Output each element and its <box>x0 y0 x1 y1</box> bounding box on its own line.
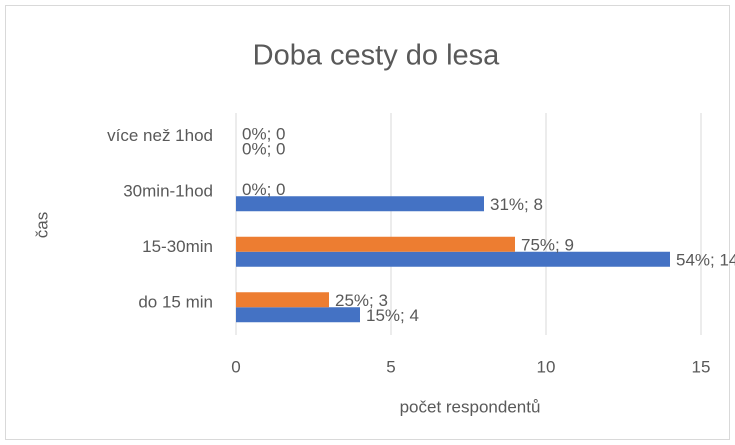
x-tick-label: 0 <box>231 357 240 376</box>
y-tick-label: do 15 min <box>138 293 213 312</box>
data-label: 15%; 4 <box>366 306 419 325</box>
data-label: 0%; 0 <box>242 180 285 199</box>
chart-border <box>5 5 730 440</box>
x-tick-label: 5 <box>386 357 395 376</box>
data-label: 0%; 0 <box>242 140 285 159</box>
data-label: 31%; 8 <box>490 195 543 214</box>
bar <box>236 292 329 308</box>
data-label: 0%; 0 <box>242 125 285 144</box>
bar <box>236 236 515 252</box>
x-tick-label: 15 <box>692 357 711 376</box>
x-tick-label: 10 <box>537 357 556 376</box>
y-tick-label: více než 1hod <box>107 126 213 145</box>
data-label: 54%; 14 <box>676 251 735 270</box>
chart-title: Doba cesty do lesa <box>253 40 501 72</box>
bar <box>236 196 484 212</box>
data-label: 75%; 9 <box>521 236 574 255</box>
bar <box>236 307 360 323</box>
y-tick-label: 30min-1hod <box>123 182 213 201</box>
y-axis-title: čas <box>32 212 51 238</box>
y-tick-label: 15-30min <box>142 237 213 256</box>
data-label: 25%; 3 <box>335 291 388 310</box>
bar <box>236 251 670 267</box>
x-axis-title: počet respondentů <box>400 397 541 416</box>
